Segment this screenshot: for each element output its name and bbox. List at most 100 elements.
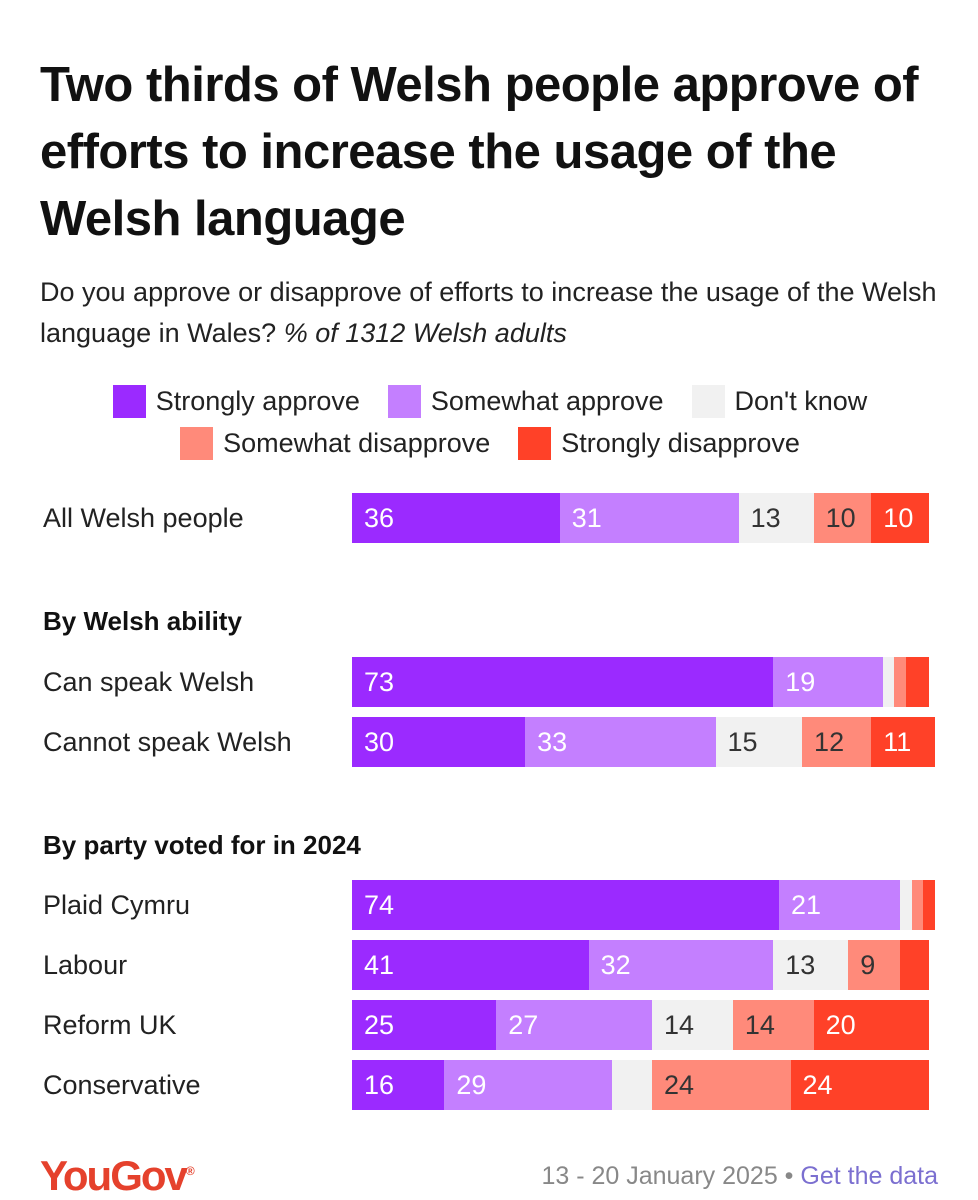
footer: 13 - 20 January 2025 • Get the data (541, 1162, 938, 1191)
bar-segment-somewhat-approve: 27 (496, 1000, 653, 1050)
legend-item: Strongly disapprove (518, 426, 800, 460)
bar-segment-somewhat-disapprove: 14 (732, 1000, 814, 1050)
data-label: 27 (508, 1010, 539, 1040)
row-label: Conservative (43, 1070, 201, 1100)
data-label: 41 (364, 950, 395, 980)
row-label: Labour (43, 950, 128, 980)
row-label: Reform UK (43, 1010, 177, 1040)
bar-segment-somewhat-approve: 31 (559, 493, 739, 543)
legend-label: Strongly disapprove (561, 427, 800, 458)
group-heading: By Welsh ability (43, 606, 242, 636)
legend-item: Somewhat approve (387, 384, 664, 418)
data-label: 21 (790, 890, 822, 920)
bar-segment-don-t-know: 13 (738, 493, 814, 543)
data-label: 19 (785, 667, 816, 697)
legend-swatch (518, 426, 552, 460)
data-label: 11 (883, 727, 912, 757)
bar-segment-don-t-know (882, 657, 895, 707)
bar-segment-somewhat-approve: 33 (525, 717, 716, 767)
survey-dates: 13 - 20 January 2025 (541, 1162, 778, 1190)
legend-label: Somewhat disapprove (223, 427, 491, 458)
legend-swatch (387, 384, 421, 418)
get-the-data-link[interactable]: Get the data (800, 1162, 938, 1190)
group-heading: By party voted for in 2024 (43, 830, 361, 860)
data-label: 36 (364, 503, 395, 533)
legend-label: Somewhat approve (430, 385, 664, 416)
data-label: 24 (664, 1070, 695, 1100)
legend-row: Strongly approve Somewhat approve Don't kn… (40, 380, 940, 422)
data-label: 10 (883, 503, 914, 533)
bar-segment-strongly-approve: 74 (352, 880, 779, 930)
legend-label: Strongly approve (155, 385, 360, 416)
legend: Strongly approve Somewhat approve Don't kn… (40, 380, 940, 464)
bar-segment-strongly-disapprove: 24 (790, 1060, 929, 1110)
row-label: All Welsh people (43, 503, 244, 533)
bar-segment-somewhat-approve: 32 (588, 940, 774, 990)
legend-item: Don't know (691, 384, 868, 418)
bar-segment-strongly-disapprove (900, 940, 929, 990)
bar-segment-somewhat-disapprove: 9 (848, 940, 901, 990)
subtitle-question: Do you approve or disapprove of efforts … (40, 277, 937, 348)
data-label: 9 (860, 950, 876, 980)
bar-segment-don-t-know: 14 (652, 1000, 733, 1050)
bar-segment-somewhat-approve: 29 (444, 1060, 612, 1110)
bar-segment-somewhat-approve: 19 (773, 657, 883, 707)
legend-swatch (691, 384, 725, 418)
data-label: 25 (364, 1010, 395, 1040)
data-label: 10 (825, 503, 856, 533)
data-label: 14 (664, 1010, 695, 1040)
legend-swatch (112, 384, 146, 418)
chart-title: Two thirds of Welsh people approve of ef… (40, 58, 919, 246)
data-label: 20 (825, 1010, 856, 1040)
bar-segment-don-t-know: 15 (715, 717, 803, 767)
legend-swatch (180, 426, 214, 460)
bar-segment-don-t-know (900, 880, 913, 930)
bar-segment-somewhat-approve: 21 (778, 880, 901, 930)
bar-segment-strongly-approve: 36 (352, 493, 560, 543)
bar-segment-strongly-disapprove: 11 (871, 717, 935, 767)
legend-item: Somewhat disapprove (180, 426, 491, 460)
bar-segment-strongly-approve: 73 (352, 657, 774, 707)
data-label: 14 (744, 1010, 775, 1040)
bar-segment-somewhat-disapprove: 10 (813, 493, 872, 543)
data-label: 29 (456, 1070, 487, 1100)
bar-segment-don-t-know (611, 1060, 653, 1110)
row-label: Can speak Welsh (43, 667, 255, 697)
row-label: Plaid Cymru (43, 890, 191, 920)
bar-segment-strongly-disapprove: 10 (871, 493, 929, 543)
data-label: 31 (571, 503, 602, 533)
bar-segment-strongly-disapprove (923, 880, 936, 930)
bar-segment-strongly-approve: 30 (352, 717, 526, 767)
data-label: 13 (785, 950, 816, 980)
data-label: 74 (364, 890, 395, 920)
legend-item: Strongly approve (112, 384, 360, 418)
bar-segment-strongly-disapprove: 20 (813, 1000, 929, 1050)
data-label: 33 (537, 727, 568, 757)
bar-segment-somewhat-disapprove (911, 880, 924, 930)
data-label: 15 (727, 727, 758, 757)
bar-segment-don-t-know: 13 (773, 940, 849, 990)
bar-segment-somewhat-disapprove (894, 657, 907, 707)
data-label: 12 (814, 727, 845, 757)
data-label: 16 (364, 1070, 395, 1100)
yougov-logo: YouGov® (40, 1152, 195, 1199)
bar-segment-strongly-disapprove (905, 657, 929, 707)
bar-segment-strongly-approve: 16 (352, 1060, 445, 1110)
footer-separator: • (784, 1162, 794, 1190)
data-label: 73 (364, 667, 395, 697)
bar-segment-somewhat-disapprove: 24 (652, 1060, 791, 1110)
bar-segment-somewhat-disapprove: 12 (802, 717, 872, 767)
data-label: 32 (600, 950, 631, 980)
logo-text: YouGov (40, 1152, 188, 1199)
bar-segment-strongly-approve: 25 (352, 1000, 497, 1050)
data-label: 30 (364, 727, 395, 757)
legend-row: Somewhat disapprove Strongly disapprove (40, 422, 940, 464)
legend-label: Don't know (734, 385, 868, 416)
data-label: 13 (750, 503, 781, 533)
data-label: 24 (802, 1070, 833, 1100)
bar-segment-strongly-approve: 41 (352, 940, 589, 990)
row-label: Cannot speak Welsh (43, 727, 292, 757)
subtitle-sample: % of 1312 Welsh adults (283, 318, 567, 348)
chart-subtitle: Do you approve or disapprove of efforts … (40, 272, 960, 354)
